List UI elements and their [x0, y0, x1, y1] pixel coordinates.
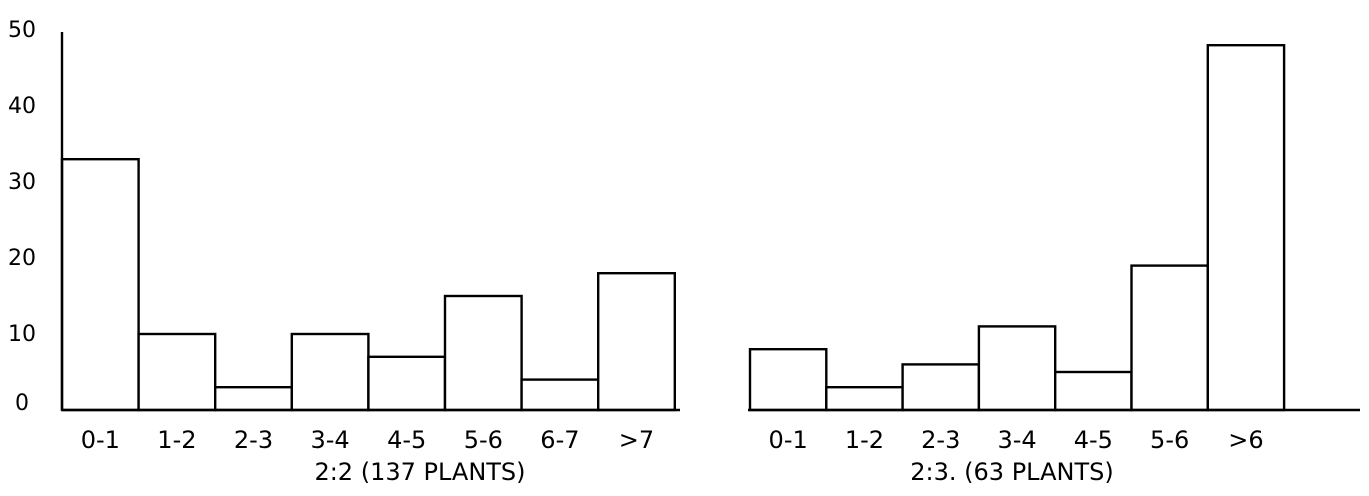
- bar-2-3: [901, 363, 981, 412]
- x-tick-label: >7: [619, 426, 654, 454]
- bar-0-1: [748, 348, 828, 412]
- x-tick-label: 2-3: [234, 426, 273, 454]
- x-tick-label: 6-7: [540, 426, 579, 454]
- x-tick-label: 5-6: [1150, 426, 1189, 454]
- x-tick-label: >6: [1228, 426, 1263, 454]
- x-tick-label: 0-1: [81, 426, 120, 454]
- y-tick-label: 0: [15, 391, 29, 416]
- y-tick-label: 10: [8, 322, 36, 347]
- bar-5-6: [1130, 264, 1210, 412]
- x-tick-label: 2-3: [921, 426, 960, 454]
- y-tick-label: 40: [8, 94, 36, 119]
- x-tick-label: 3-4: [997, 426, 1036, 454]
- bar-3-4: [290, 332, 370, 412]
- x-tick-label: 4-5: [387, 426, 426, 454]
- bar->6: [1206, 44, 1286, 412]
- chart-caption: 2:3. (63 PLANTS): [910, 458, 1113, 486]
- y-tick-label: 30: [8, 170, 36, 195]
- bar-1-2: [825, 386, 904, 412]
- bar-1-2: [137, 332, 217, 412]
- bar-3-4: [977, 325, 1057, 412]
- x-tick-label: 1-2: [845, 426, 884, 454]
- x-tick-label: 1-2: [157, 426, 196, 454]
- x-tick-label: 3-4: [310, 426, 349, 454]
- bar-4-5: [367, 355, 447, 412]
- x-tick-label: 4-5: [1074, 426, 1113, 454]
- y-tick-label: 20: [8, 246, 36, 271]
- bar-2-3: [213, 386, 293, 412]
- bar-6-7: [520, 378, 600, 412]
- x-tick-label: 5-6: [464, 426, 503, 454]
- bar-0-1: [60, 157, 140, 412]
- y-tick-label: 50: [8, 18, 36, 43]
- x-tick-label: 0-1: [769, 426, 808, 454]
- bar-5-6: [443, 294, 523, 412]
- chart-caption: 2:2 (137 PLANTS): [314, 458, 525, 486]
- histogram-2-2: 0-1 1-2 2-3 3-4 4-5 5-6 6-7 >7 0 10 20 30 40 50 2:2 (1…: [8, 18, 680, 486]
- histogram-2-3: 0-1 1-2 2-3 3-4 4-5 5-6 >6 2:3. (63 PLANTS): [748, 44, 1360, 486]
- bar->7: [597, 272, 677, 412]
- bar-4-5: [1053, 370, 1133, 412]
